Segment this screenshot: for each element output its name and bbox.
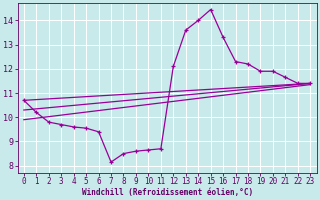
X-axis label: Windchill (Refroidissement éolien,°C): Windchill (Refroidissement éolien,°C) [82, 188, 253, 197]
